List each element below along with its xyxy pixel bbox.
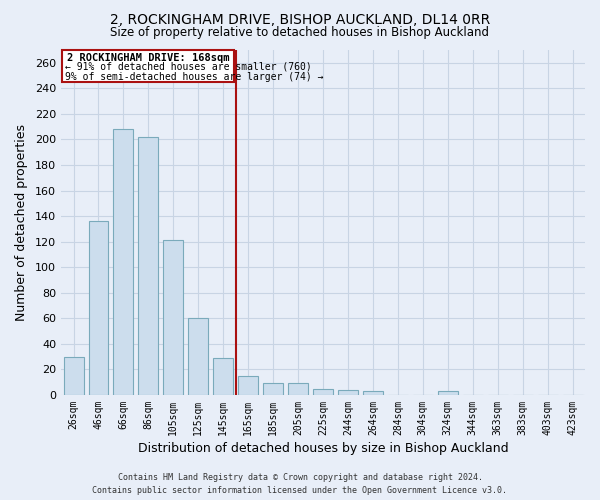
Bar <box>288 384 308 395</box>
Bar <box>438 391 458 395</box>
Bar <box>163 240 184 395</box>
Text: 9% of semi-detached houses are larger (74) →: 9% of semi-detached houses are larger (7… <box>65 72 323 82</box>
Bar <box>64 356 83 395</box>
Bar <box>238 376 258 395</box>
Bar <box>113 129 133 395</box>
Bar <box>89 221 109 395</box>
Text: 2, ROCKINGHAM DRIVE, BISHOP AUCKLAND, DL14 0RR: 2, ROCKINGHAM DRIVE, BISHOP AUCKLAND, DL… <box>110 12 490 26</box>
Text: Contains HM Land Registry data © Crown copyright and database right 2024.
Contai: Contains HM Land Registry data © Crown c… <box>92 474 508 495</box>
Bar <box>338 390 358 395</box>
Bar <box>139 137 158 395</box>
Bar <box>188 318 208 395</box>
X-axis label: Distribution of detached houses by size in Bishop Auckland: Distribution of detached houses by size … <box>138 442 508 455</box>
Text: ← 91% of detached houses are smaller (760): ← 91% of detached houses are smaller (76… <box>65 62 311 72</box>
Text: Size of property relative to detached houses in Bishop Auckland: Size of property relative to detached ho… <box>110 26 490 39</box>
Y-axis label: Number of detached properties: Number of detached properties <box>15 124 28 321</box>
Text: 2 ROCKINGHAM DRIVE: 168sqm: 2 ROCKINGHAM DRIVE: 168sqm <box>67 52 230 62</box>
Bar <box>213 358 233 395</box>
Bar <box>313 388 333 395</box>
Bar <box>263 384 283 395</box>
Bar <box>363 391 383 395</box>
FancyBboxPatch shape <box>62 50 235 82</box>
